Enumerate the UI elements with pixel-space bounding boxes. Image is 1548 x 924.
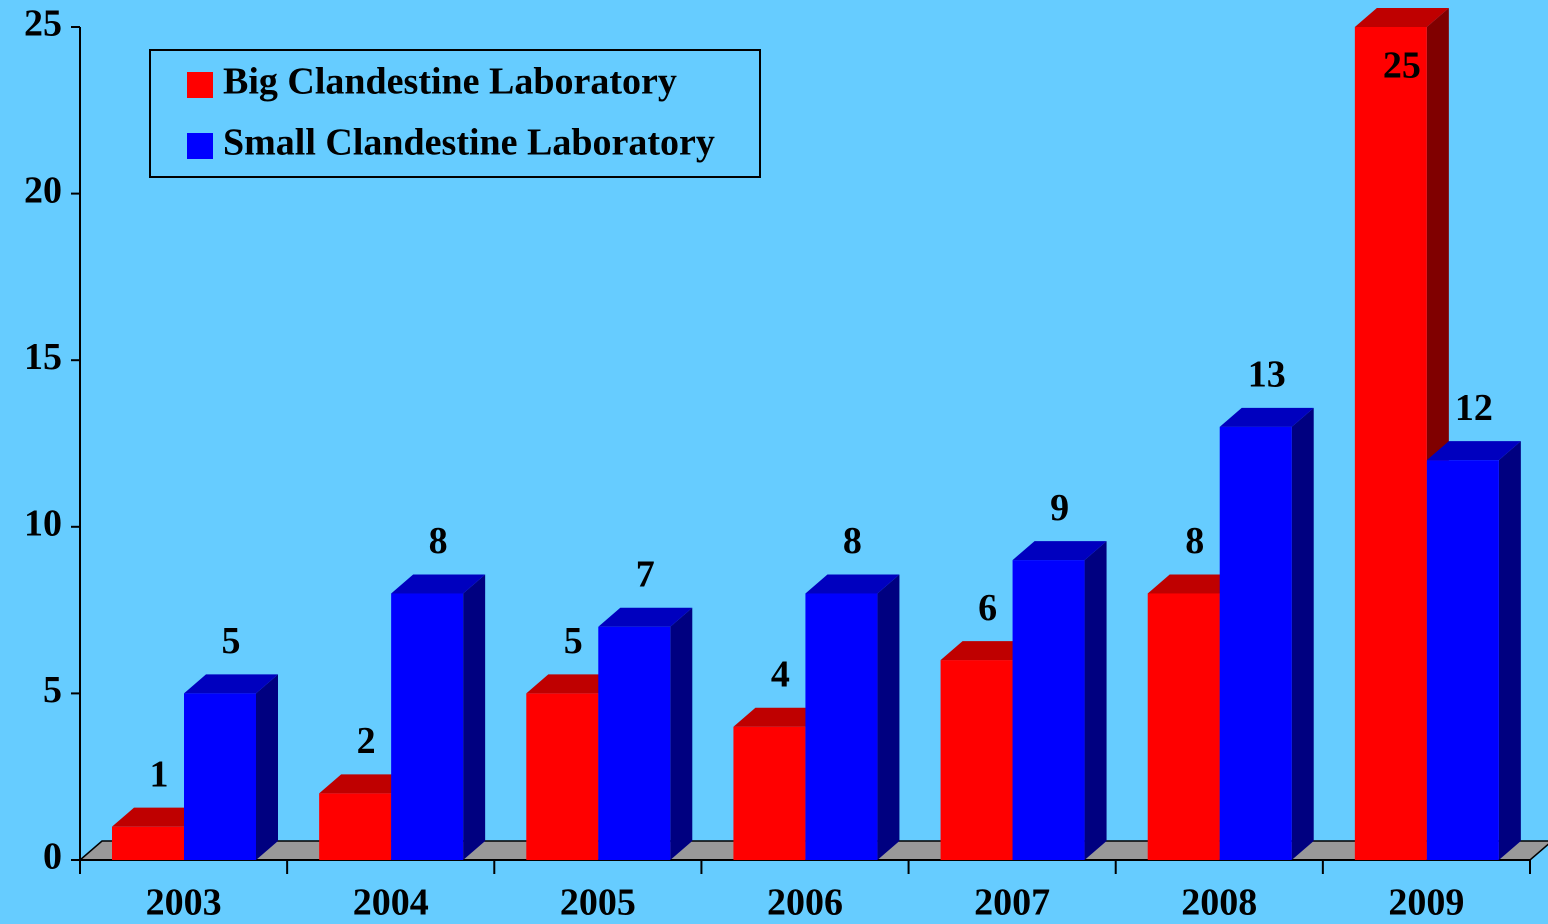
bar-top: [526, 674, 621, 694]
data-label: 8: [1185, 520, 1204, 562]
bar-top: [1147, 574, 1242, 594]
bar-side: [256, 674, 278, 860]
bar: [319, 793, 392, 860]
x-tick-label: 2007: [974, 882, 1050, 924]
bar: [1219, 426, 1292, 860]
y-tick-label: 0: [43, 836, 62, 878]
data-label: 6: [978, 587, 997, 629]
legend-swatch: [187, 72, 213, 98]
x-tick-label: 2009: [1388, 882, 1464, 924]
data-label: 2: [357, 720, 376, 762]
y-tick-label: 5: [43, 669, 62, 711]
bar-side: [1084, 541, 1107, 860]
bar-top: [1426, 441, 1521, 461]
bar-side: [1498, 441, 1521, 860]
bar-top: [1012, 541, 1107, 561]
bar: [112, 826, 184, 860]
data-label: 13: [1248, 354, 1286, 396]
x-tick-label: 2008: [1181, 882, 1257, 924]
data-label: 5: [564, 620, 583, 662]
bar-top: [1219, 407, 1314, 427]
data-label: 8: [843, 520, 862, 562]
bar-top: [1354, 8, 1449, 27]
bar: [805, 593, 878, 860]
bar: [1426, 460, 1499, 860]
y-tick-label: 25: [24, 3, 62, 45]
bar-top: [184, 674, 278, 694]
bar-side: [877, 574, 900, 860]
data-label: 1: [150, 753, 169, 795]
legend-box: [149, 49, 761, 178]
bar-side: [670, 607, 693, 860]
legend-label: Small Clandestine Laboratory: [223, 122, 715, 164]
bar-side: [463, 574, 486, 860]
bar-side: [1291, 407, 1314, 860]
bar-top: [319, 774, 414, 794]
x-tick-label: 2003: [146, 882, 222, 924]
data-label: 9: [1050, 487, 1069, 529]
data-label: 7: [636, 553, 655, 595]
y-tick-label: 10: [24, 503, 62, 545]
bar-top: [733, 707, 828, 727]
data-label: 25: [1383, 45, 1421, 87]
bar-top: [598, 607, 693, 627]
bar: [526, 693, 599, 860]
bar-top: [391, 574, 486, 594]
bar: [1354, 27, 1427, 860]
data-label: 12: [1455, 387, 1493, 429]
bar: [1012, 560, 1085, 860]
bar: [940, 660, 1013, 860]
legend-label: Big Clandestine Laboratory: [223, 61, 677, 103]
data-label: 5: [222, 620, 241, 662]
x-tick-label: 2004: [353, 882, 429, 924]
bar: [391, 593, 464, 860]
bar: [184, 693, 256, 860]
x-tick-label: 2006: [767, 882, 843, 924]
data-label: 4: [771, 653, 790, 695]
bar: [598, 626, 671, 860]
bar-top: [805, 574, 900, 594]
y-tick-label: 15: [24, 336, 62, 378]
bar-top: [940, 641, 1035, 661]
bar: [733, 726, 806, 860]
y-tick-label: 20: [24, 169, 62, 211]
legend-swatch: [187, 133, 213, 159]
x-tick-label: 2005: [560, 882, 636, 924]
bar-top: [112, 807, 206, 827]
bar: [1147, 593, 1220, 860]
data-label: 8: [429, 520, 448, 562]
